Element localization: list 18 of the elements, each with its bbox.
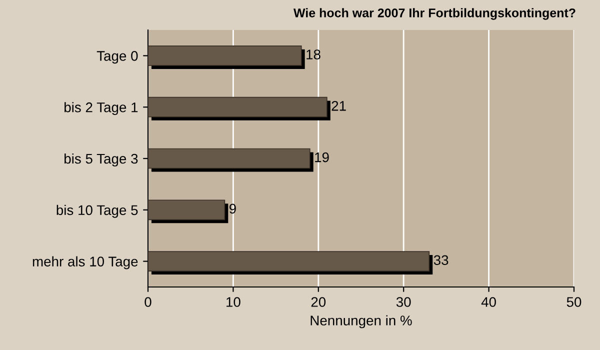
x-tick-label: 30 [396, 297, 411, 307]
x-tick-label: 40 [481, 297, 496, 307]
x-tick-label: 50 [566, 297, 582, 307]
y-tick-label: mehr als 10 Tage [32, 256, 138, 270]
data-label: 21 [332, 100, 346, 111]
x-axis-title: Nennungen in % [310, 315, 412, 328]
y-tick-label: bis 10 Tage 5 [56, 204, 138, 218]
y-tick-label: bis 5 Tage 3 [64, 153, 138, 166]
data-label: 9 [230, 204, 236, 214]
data-label: 18 [306, 50, 320, 60]
y-tick-label: bis 2 Tage 1 [64, 102, 138, 116]
data-label: 19 [315, 152, 329, 162]
x-tick-label: 10 [226, 297, 240, 307]
data-label: 33 [434, 255, 448, 266]
y-tick-label: Tage 0 [96, 51, 138, 64]
x-tick-label: 20 [311, 297, 326, 307]
chart-title: Wie hoch war 2007 Ihr Fortbildungskontingent? [293, 8, 576, 20]
x-tick-label: 0 [144, 297, 152, 307]
